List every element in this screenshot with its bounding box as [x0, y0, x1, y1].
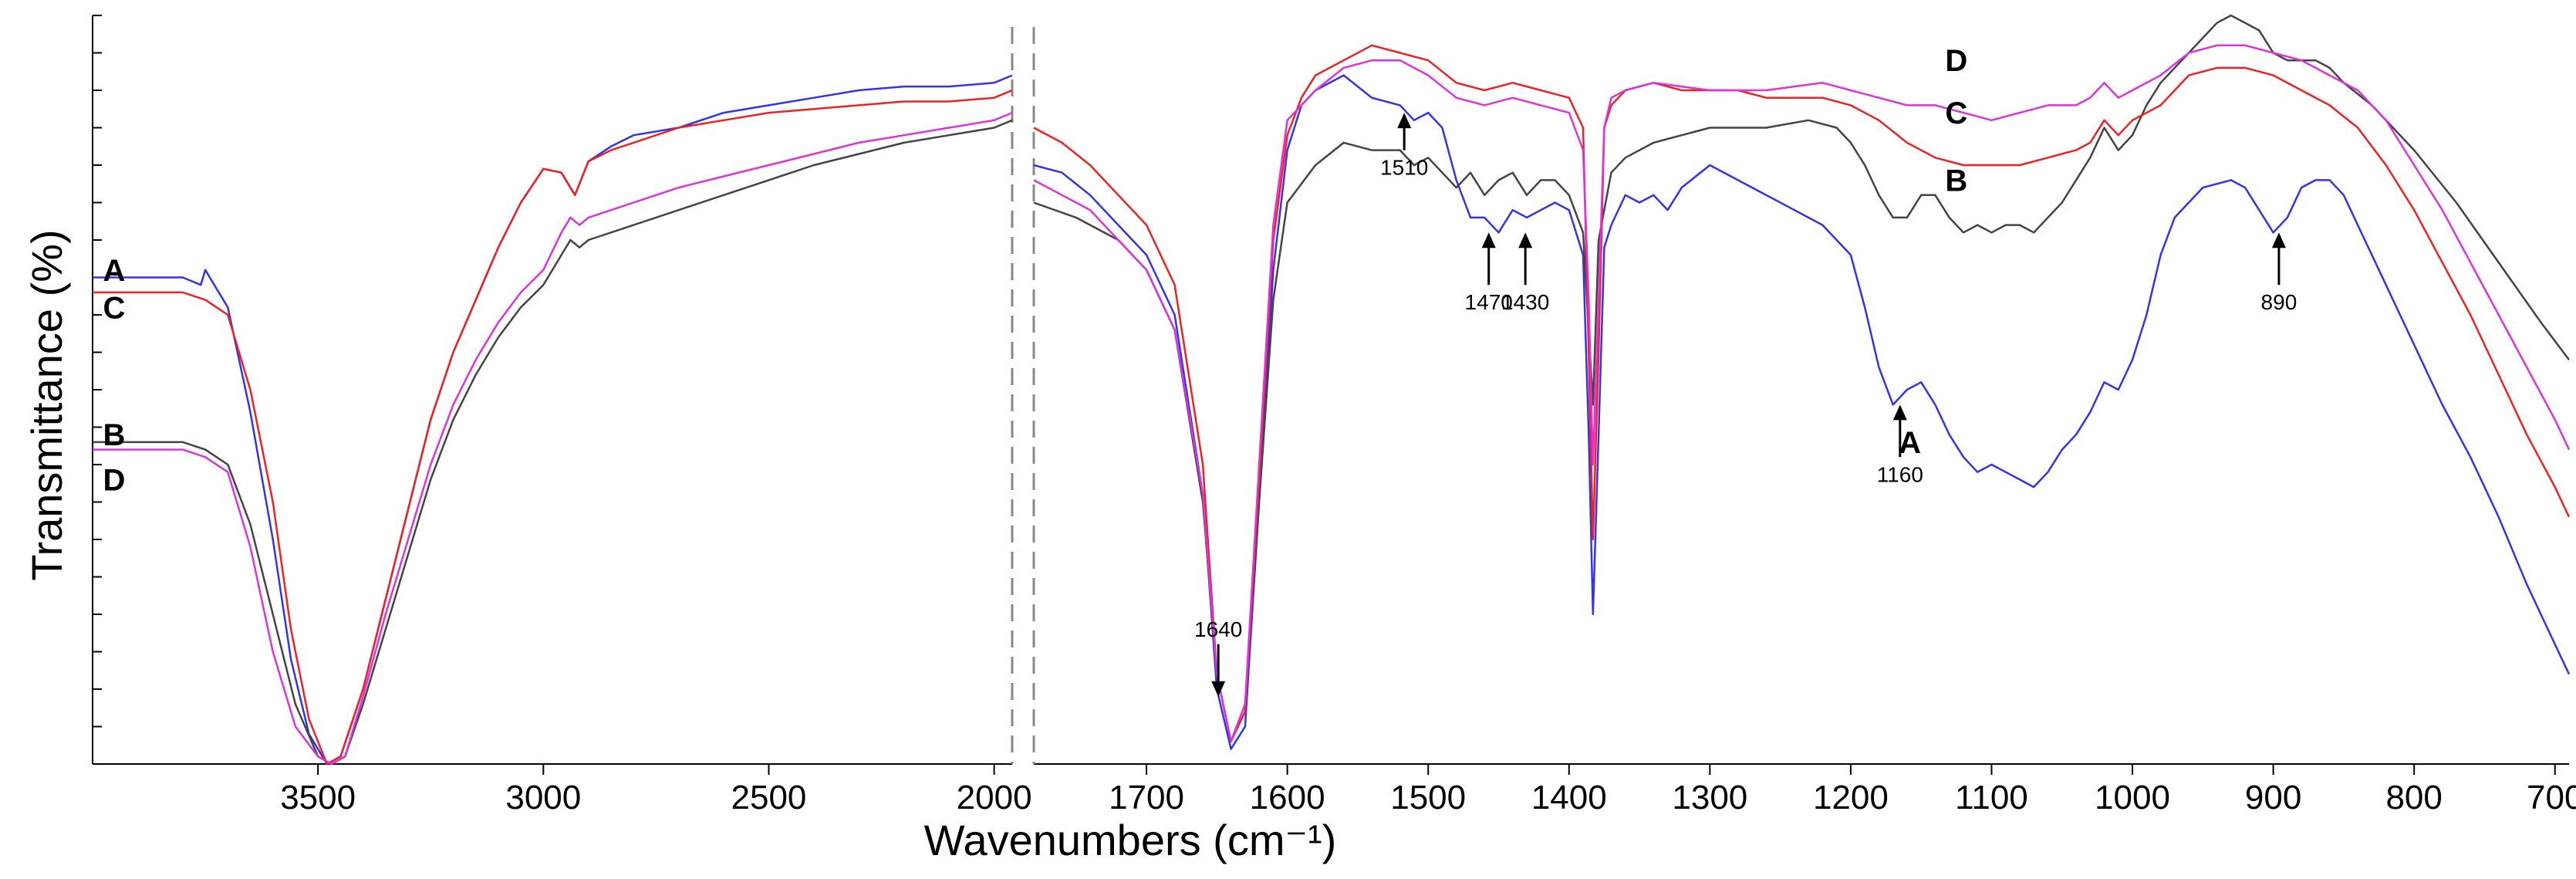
peak-arrowhead-1430	[1518, 232, 1533, 248]
peak-arrowhead-1640	[1211, 681, 1226, 697]
series-label-right-D: D	[1945, 44, 1967, 78]
series-D-left-line	[93, 111, 1013, 766]
series-label-left-C: C	[103, 291, 126, 325]
series-B-right-line	[1033, 14, 2570, 743]
series-lines	[93, 14, 2571, 766]
peak-label-1640: 1640	[1194, 617, 1242, 641]
series-A-right-line	[1033, 74, 2571, 750]
peak-arrowhead-1510	[1397, 113, 1412, 129]
y-axis-title: Transmittance (%)	[22, 229, 71, 580]
series-label-left-D: D	[103, 463, 126, 497]
x-tick-label: 3000	[505, 779, 581, 816]
x-tick-label: 1700	[1109, 779, 1184, 816]
x-tick-label: 900	[2245, 779, 2301, 816]
peak-label-890: 890	[2261, 290, 2297, 314]
axes: 3500 3000 2500 2000 1700 1600 1500 1400 1300 1200…	[92, 15, 2576, 816]
x-tick-label: 1200	[1813, 779, 1889, 816]
series-C-left-line	[93, 89, 1013, 766]
x-tick-label: 2000	[957, 779, 1032, 816]
series-D-right-line	[1033, 44, 2571, 743]
series-label-right-A: A	[1899, 426, 1921, 460]
x-tick-label: 700	[2527, 779, 2576, 816]
series-label-left-A: A	[103, 254, 126, 288]
series-A-left-line	[93, 74, 1013, 766]
series-label-left-B: B	[103, 418, 126, 452]
x-tick-label: 1100	[1955, 779, 2028, 816]
series-B-left-line	[93, 119, 1013, 766]
x-tick-label: 1600	[1250, 779, 1325, 816]
x-tick-label: 1000	[2095, 779, 2170, 816]
series-label-right-C: C	[1945, 96, 1967, 130]
x-tick-label: 1500	[1390, 779, 1466, 816]
peak-arrowhead-1160	[1892, 404, 1907, 421]
x-tick-label: 1300	[1672, 779, 1747, 816]
x-tick-label: 3500	[280, 779, 356, 816]
peak-arrowhead-1470	[1481, 232, 1496, 248]
peak-label-1160: 1160	[1877, 462, 1923, 486]
x-tick-label: 1400	[1531, 779, 1607, 816]
series-label-right-B: B	[1945, 164, 1967, 198]
peak-arrowhead-890	[2271, 232, 2286, 248]
peak-label-1470: 1470	[1465, 290, 1513, 314]
peak-label-1510: 1510	[1380, 156, 1428, 180]
x-axis-title: Wavenumbers (cm⁻¹)	[924, 816, 1337, 864]
x-tick-label: 800	[2385, 779, 2442, 816]
x-tick-label: 2500	[731, 779, 807, 816]
peak-label-1430: 1430	[1501, 290, 1549, 314]
